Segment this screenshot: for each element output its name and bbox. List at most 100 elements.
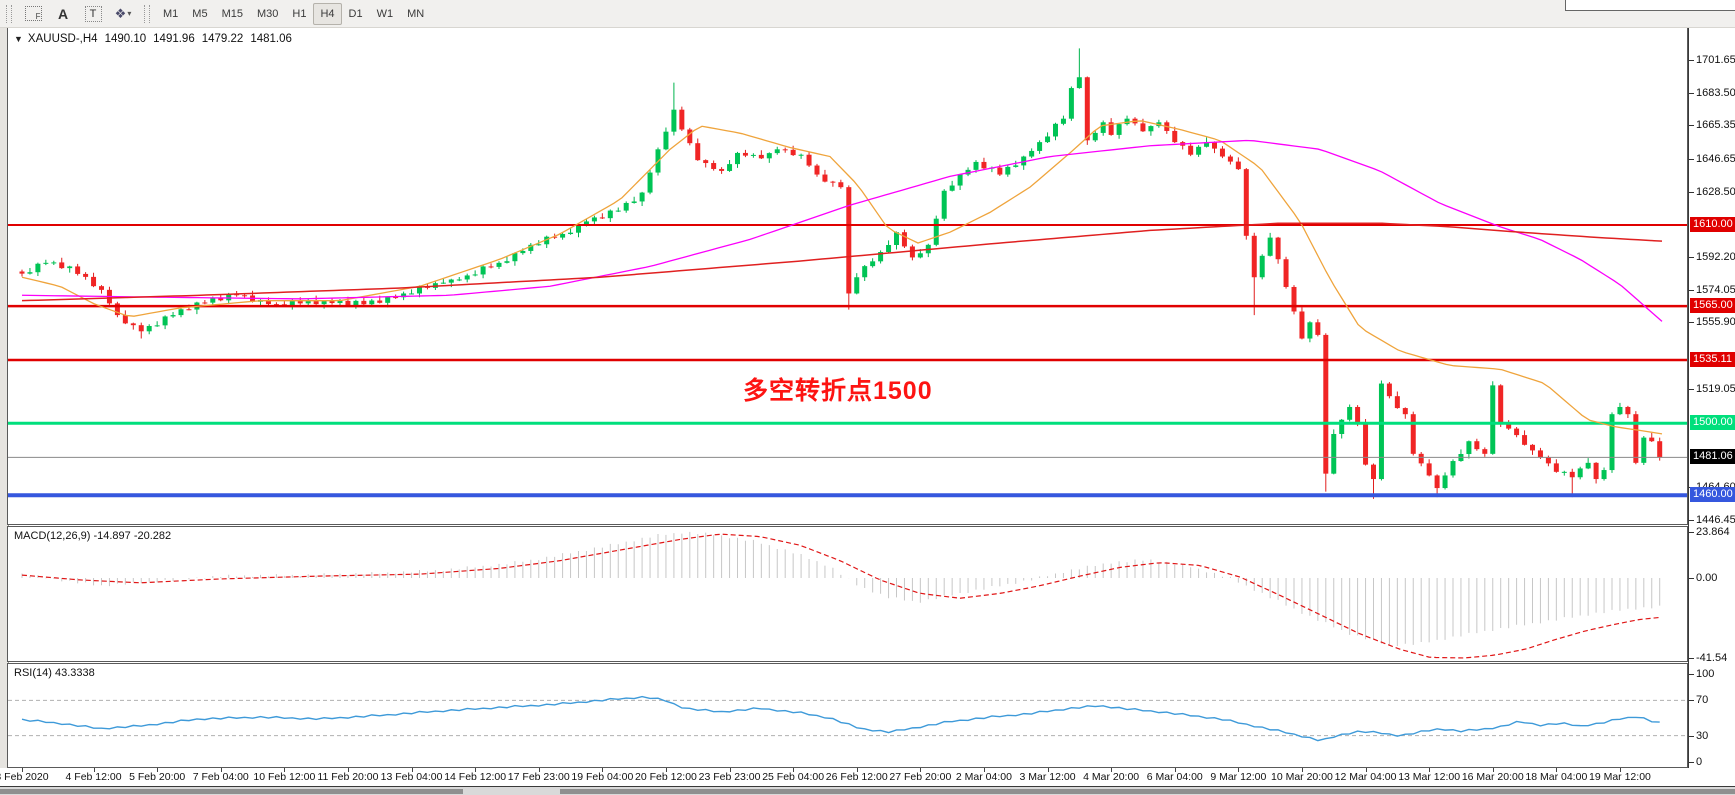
time-tick-mark — [1301, 768, 1303, 772]
text-label-button[interactable]: A — [48, 3, 78, 24]
figures-grid-icon: F — [24, 6, 42, 21]
axis-tick-mark — [1689, 674, 1694, 675]
time-tick-mark — [411, 768, 413, 772]
candlestick-chart-surface[interactable] — [8, 28, 1687, 524]
price-tick-label: 1665.35 — [1696, 119, 1735, 132]
price-tick-label: 1646.65 — [1696, 152, 1735, 165]
rsi-indicator-pane[interactable]: RSI(14) 43.3338 — [7, 663, 1688, 768]
price-scale[interactable]: 1701.65 1683.50 1665.35 1646.65 1628.50 1592.… — [1688, 28, 1735, 786]
time-tick-mark — [1556, 768, 1558, 772]
price-level-badge: 1610.00 — [1690, 217, 1735, 232]
price-tick-label: 1446.45 — [1696, 513, 1735, 526]
shapes-dropdown-button[interactable]: ❖ ▾ — [108, 3, 138, 24]
timeframe-button-H1[interactable]: H1 — [292, 7, 307, 20]
macd-chart-surface[interactable] — [8, 527, 1687, 661]
timeframe-button-M5[interactable]: M5 — [192, 7, 208, 20]
symbol-dropdown-icon[interactable]: ▼ — [14, 34, 23, 44]
axis-tick-mark — [1689, 92, 1694, 94]
price-tick-label: 1701.65 — [1696, 53, 1735, 66]
high-value: 1491.96 — [153, 33, 195, 45]
timeframe-button-H4[interactable]: H4 — [313, 2, 342, 25]
price-tick-label: 100 — [1696, 668, 1715, 680]
toolbar-grip[interactable] — [6, 4, 12, 23]
low-value: 1479.22 — [201, 33, 244, 45]
timeframe-button-M1[interactable]: M1 — [163, 7, 179, 20]
time-scale[interactable]: 3 Feb 2020 4 Feb 12:00 5 Feb 20:00 7 Feb 04… — [0, 768, 1735, 786]
price-tick-label: 0.00 — [1696, 572, 1718, 584]
price-tick-label: 1592.20 — [1696, 251, 1735, 264]
open-value: 1490.10 — [104, 33, 147, 45]
price-tick-label: 70 — [1696, 694, 1709, 707]
axis-tick-mark — [1689, 532, 1694, 533]
timeframe-button-M15[interactable]: M15 — [221, 7, 243, 20]
axis-tick-mark — [1689, 59, 1694, 61]
axis-tick-mark — [1689, 289, 1694, 291]
time-tick-mark — [284, 768, 286, 772]
time-tick-mark — [93, 768, 95, 772]
time-tick-label: 19 Feb 04:00 — [571, 771, 634, 783]
price-tick-label: 30 — [1696, 729, 1709, 742]
axis-tick-mark — [1689, 125, 1694, 127]
price-tick-label: 0 — [1696, 756, 1703, 768]
time-tick-label: 4 Feb 12:00 — [65, 771, 122, 783]
time-tick-mark — [220, 768, 222, 772]
time-tick-label: 20 Feb 12:00 — [634, 771, 697, 783]
time-tick-mark — [22, 768, 23, 772]
time-tick-label: 25 Feb 04:00 — [762, 771, 825, 783]
timeframe-button-W1[interactable]: W1 — [376, 7, 394, 20]
axis-tick-mark — [1689, 519, 1694, 521]
time-tick-mark — [538, 768, 540, 772]
price-tick-label: 1628.50 — [1696, 185, 1735, 198]
price-level-badge: 1500.00 — [1690, 415, 1735, 431]
axis-tick-mark — [1689, 735, 1694, 737]
time-tick-label: 16 Mar 20:00 — [1461, 771, 1524, 783]
symbol-timeframe-label: XAUUSD-,H4 — [27, 33, 98, 45]
horizontal-scrollbar[interactable] — [0, 786, 1735, 795]
timeframe-button-D1[interactable]: D1 — [348, 7, 363, 20]
axis-tick-mark — [1689, 388, 1694, 390]
time-tick-label: 7 Feb 04:00 — [192, 771, 249, 783]
axis-tick-mark — [1689, 191, 1694, 193]
price-tick-label: 23.864 — [1696, 526, 1730, 538]
time-tick-mark — [347, 768, 349, 772]
time-tick-label: 9 Mar 12:00 — [1210, 771, 1267, 783]
time-tick-label: 10 Feb 12:00 — [253, 771, 316, 783]
rsi-chart-surface[interactable] — [8, 664, 1687, 767]
text-box-button[interactable]: T — [78, 3, 108, 24]
time-tick-label: 14 Feb 12:00 — [444, 771, 507, 783]
price-tick-label: 1683.50 — [1696, 86, 1735, 99]
price-level-badge: 1565.00 — [1690, 298, 1735, 314]
chart-text-annotation: 多空转折点1500 — [743, 377, 933, 405]
toolbar-grip[interactable] — [144, 4, 150, 23]
price-tick-label: 1519.05 — [1696, 382, 1735, 395]
time-tick-mark — [665, 768, 667, 772]
scrollbar-segment[interactable] — [0, 789, 463, 794]
chart-title: ▼ XAUUSD-,H4 1490.10 1491.96 1479.22 1481.06 — [14, 33, 292, 45]
time-tick-label: 19 Mar 12:00 — [1589, 771, 1651, 783]
time-tick-label: 2 Mar 04:00 — [955, 771, 1012, 783]
time-tick-mark — [1619, 768, 1621, 772]
time-tick-label: 10 Mar 20:00 — [1271, 771, 1333, 783]
chevron-down-icon: ▾ — [127, 9, 132, 18]
macd-label: MACD(12,26,9) -14.897 -20.282 — [14, 530, 172, 542]
time-tick-mark — [1238, 768, 1240, 772]
macd-indicator-pane[interactable]: MACD(12,26,9) -14.897 -20.282 — [7, 526, 1688, 662]
main-chart-pane[interactable] — [7, 27, 1688, 525]
figures-grid-button[interactable]: F — [18, 3, 48, 24]
price-tick-label: -41.54 — [1696, 652, 1728, 665]
timeframe-button-M30[interactable]: M30 — [256, 7, 279, 20]
time-tick-label: 11 Feb 20:00 — [317, 771, 379, 783]
time-tick-label: 4 Mar 20:00 — [1083, 771, 1140, 783]
text-box-icon: T — [84, 5, 102, 22]
price-tick-label: 1574.05 — [1696, 283, 1735, 296]
time-tick-label: 13 Mar 12:00 — [1398, 771, 1461, 783]
scrollbar-segment[interactable] — [560, 789, 1735, 794]
rsi-label: RSI(14) 43.3338 — [14, 667, 95, 679]
time-tick-mark — [729, 768, 731, 772]
time-tick-label: 18 Mar 04:00 — [1525, 771, 1588, 783]
time-tick-mark — [1492, 768, 1494, 772]
time-tick-mark — [157, 768, 159, 772]
time-tick-label: 5 Feb 20:00 — [129, 771, 186, 783]
timeframe-button-MN[interactable]: MN — [407, 7, 425, 20]
time-tick-label: 3 Mar 12:00 — [1019, 771, 1076, 783]
